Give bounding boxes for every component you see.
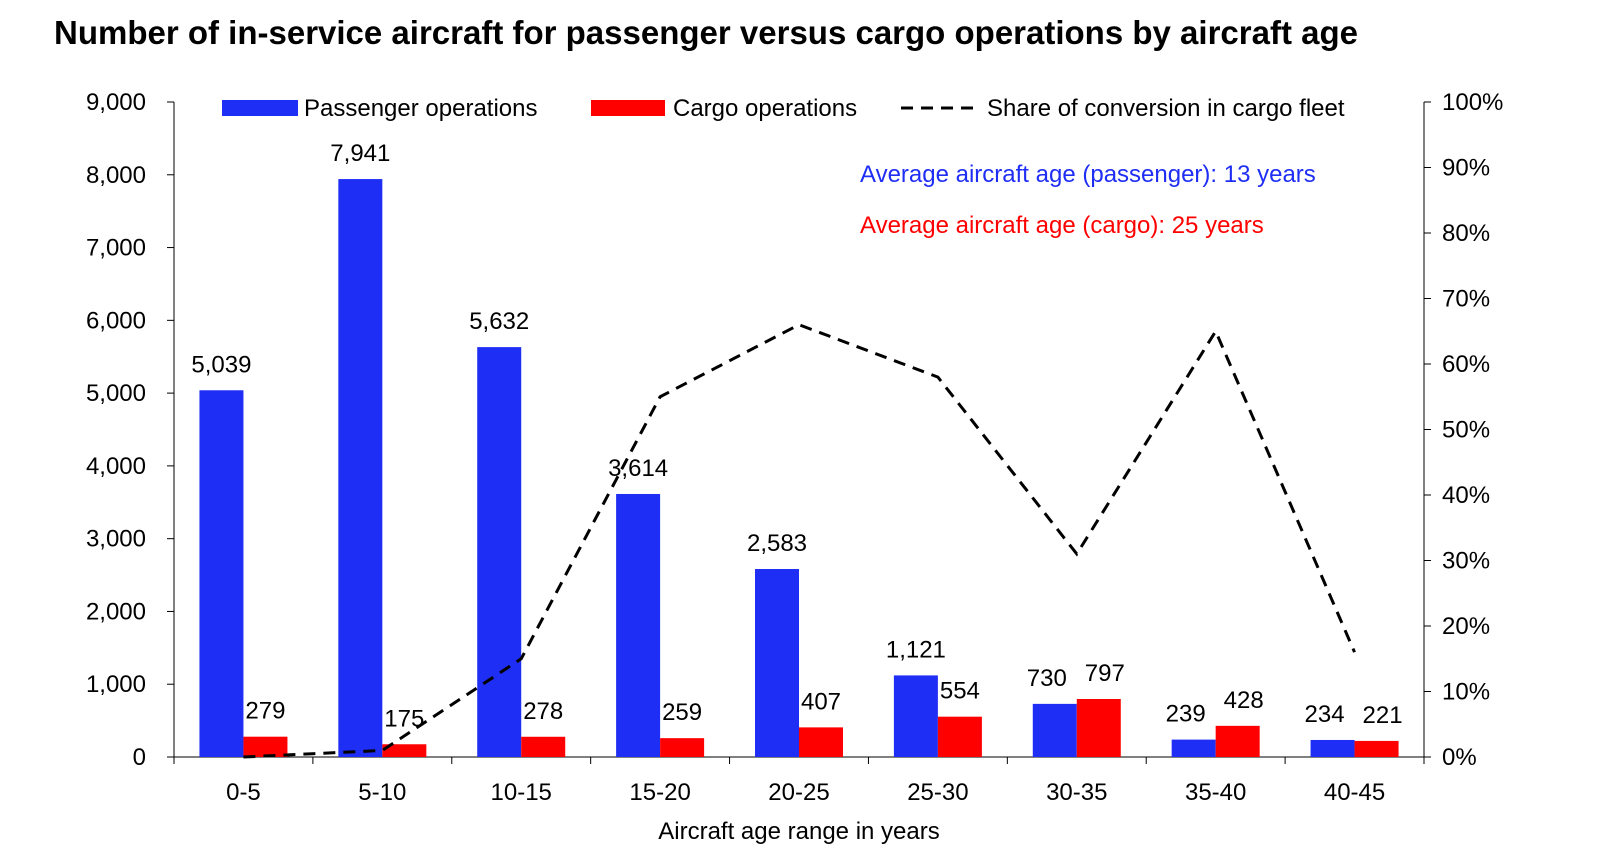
legend-label-share: Share of conversion in cargo fleet: [987, 95, 1345, 122]
bar-passenger: [1310, 739, 1355, 757]
bar-cargo: [382, 744, 427, 757]
share-line: [243, 323, 1356, 759]
annotation-text: Average aircraft age (passenger): 13 yea…: [860, 161, 1316, 188]
bar-cargo: [799, 727, 843, 757]
data-labels: 5,039 279 7,941 175 5,632 278 3,614 259 2,583 407…: [191, 140, 1402, 732]
legend-swatch-passenger: [222, 100, 298, 116]
label-passenger: 3,614: [608, 455, 668, 482]
y2-tick-label: 60%: [1442, 351, 1490, 378]
bar-cargo: [521, 736, 566, 757]
y-tick-label: 7,000: [86, 235, 146, 262]
x-tick-label: 35-40: [1185, 779, 1246, 806]
bar-passenger: [893, 675, 938, 757]
bar-passenger: [199, 390, 244, 757]
legend-swatch-cargo: [591, 100, 665, 116]
label-cargo: 279: [245, 698, 285, 725]
legend-label-passenger: Passenger operations: [304, 95, 537, 122]
x-tick-label: 0-5: [226, 779, 261, 806]
bars: [199, 179, 1399, 758]
x-tick-label: 30-35: [1046, 779, 1107, 806]
bar-passenger: [1032, 703, 1077, 757]
annotation-text: Average aircraft age (cargo): 25 years: [860, 212, 1264, 239]
chart-title: Number of in-service aircraft for passen…: [54, 14, 1358, 51]
y2-tick-label: 40%: [1442, 482, 1490, 509]
bar-cargo: [243, 736, 288, 757]
y-tick-label: 9,000: [86, 89, 146, 116]
bar-cargo: [1215, 725, 1260, 757]
annotations: Average aircraft age (passenger): 13 yea…: [860, 161, 1316, 239]
x-tick-label: 15-20: [629, 779, 690, 806]
label-passenger: 2,583: [747, 530, 807, 557]
x-tick-label: 5-10: [358, 779, 406, 806]
y2-tick-label: 20%: [1442, 613, 1490, 640]
label-passenger: 239: [1166, 701, 1206, 728]
y2-tick-label: 10%: [1442, 679, 1490, 706]
y2-tick-label: 80%: [1442, 220, 1490, 247]
bar-cargo: [1354, 740, 1399, 757]
y-tick-label: 5,000: [86, 380, 146, 407]
label-cargo: 797: [1085, 660, 1125, 687]
label-passenger: 234: [1305, 701, 1345, 728]
x-axis-title: Aircraft age range in years: [658, 818, 939, 845]
label-cargo: 554: [940, 678, 980, 705]
y2-tick-label: 90%: [1442, 155, 1490, 182]
label-cargo: 278: [523, 698, 563, 725]
label-passenger: 5,039: [191, 351, 251, 378]
bar-cargo: [660, 738, 705, 757]
x-tick-label: 40-45: [1324, 779, 1385, 806]
label-cargo: 221: [1363, 702, 1403, 729]
x-tick-label: 25-30: [907, 779, 968, 806]
label-passenger: 7,941: [330, 140, 390, 167]
bar-passenger: [477, 347, 522, 757]
y-tick-label: 1,000: [86, 671, 146, 698]
y-tick-label: 2,000: [86, 598, 146, 625]
y2-tick-label: 70%: [1442, 286, 1490, 313]
label-passenger: 1,121: [886, 636, 946, 663]
label-passenger: 5,632: [469, 308, 529, 335]
y-tick-label: 3,000: [86, 526, 146, 553]
y-tick-label: 4,000: [86, 453, 146, 480]
bar-cargo: [937, 716, 982, 757]
y2-tick-label: 50%: [1442, 417, 1490, 444]
label-cargo: 428: [1224, 687, 1264, 714]
y2-tick-label: 30%: [1442, 548, 1490, 575]
label-cargo: 407: [801, 688, 841, 715]
bar-passenger: [1171, 739, 1216, 757]
bar-cargo: [1076, 698, 1121, 757]
y2-tick-label: 0%: [1442, 744, 1477, 771]
y-tick-label: 6,000: [86, 307, 146, 334]
y-tick-label: 8,000: [86, 162, 146, 189]
legend: Passenger operations Cargo operations Shar…: [222, 95, 1345, 122]
share-line-path: [243, 323, 1356, 759]
x-tick-label: 10-15: [491, 779, 552, 806]
label-passenger: 730: [1027, 665, 1067, 692]
legend-label-cargo: Cargo operations: [673, 95, 857, 122]
x-tick-label: 20-25: [768, 779, 829, 806]
y-tick-label: 0: [133, 744, 146, 771]
label-cargo: 259: [662, 699, 702, 726]
bar-passenger: [338, 179, 383, 758]
bar-passenger: [616, 493, 661, 757]
bar-passenger: [755, 569, 799, 757]
label-cargo: 175: [384, 705, 424, 732]
y2-tick-label: 100%: [1442, 89, 1503, 116]
